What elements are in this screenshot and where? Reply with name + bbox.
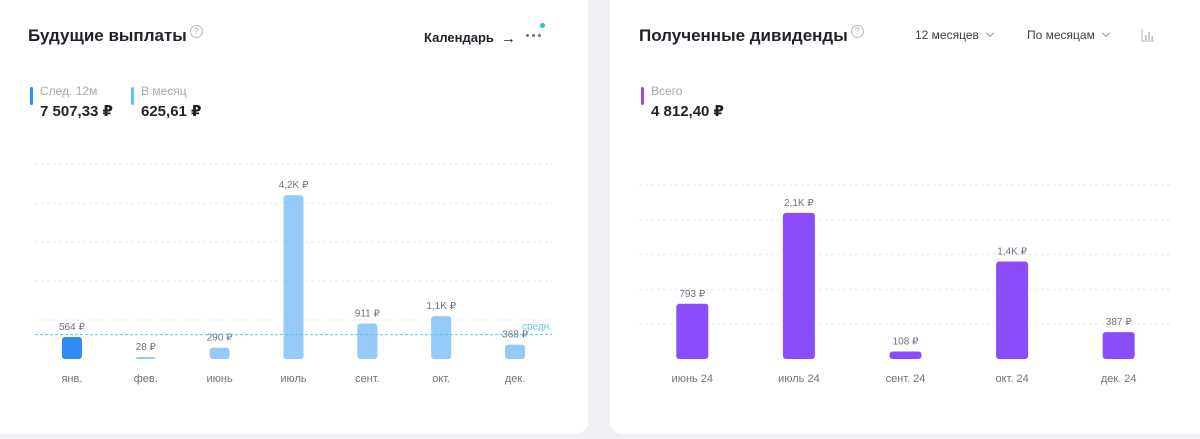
- chart-bar[interactable]: [889, 351, 922, 359]
- bar-value-label: 108 ₽: [893, 336, 919, 347]
- bar-value-label: 793 ₽: [679, 289, 705, 300]
- chart-bar[interactable]: [505, 344, 526, 359]
- chart-bar[interactable]: [135, 357, 156, 359]
- stat-value: 625,61 ₽: [141, 103, 202, 120]
- stat-value: 7 507,33 ₽: [40, 103, 113, 120]
- period-dropdown[interactable]: 12 месяцев: [915, 28, 995, 42]
- bar-value-label: 564 ₽: [59, 322, 85, 333]
- x-tick-label: фев.: [134, 373, 158, 385]
- chart-bar[interactable]: [209, 347, 230, 359]
- chart-bar[interactable]: [61, 337, 82, 359]
- stat-color-mark: [131, 87, 134, 105]
- calendar-link[interactable]: Календарь →: [424, 29, 516, 47]
- question-circle-icon[interactable]: ?: [189, 25, 203, 38]
- arrow-right-icon: →: [500, 30, 516, 47]
- notification-dot: [540, 23, 545, 28]
- stat-label: В месяц: [141, 84, 187, 98]
- more-options-icon[interactable]: [523, 25, 545, 43]
- stat-label: Всего: [651, 84, 683, 98]
- stat-color-mark: [30, 87, 33, 105]
- future-payments-title: Будущие выплаты?: [28, 25, 203, 46]
- chart-bar[interactable]: [676, 303, 709, 359]
- stat-value: 4 812,40 ₽: [651, 103, 724, 120]
- chart-bar[interactable]: [1102, 332, 1135, 359]
- x-tick-label: июль 24: [778, 373, 820, 385]
- received-dividends-title: Полученные дивиденды?: [639, 25, 864, 46]
- bar-value-label: 1,1K ₽: [426, 301, 456, 312]
- calendar-label: Календарь: [424, 30, 494, 45]
- stat-color-mark: [641, 87, 644, 105]
- card-title-text: Полученные дивиденды: [639, 26, 848, 45]
- x-tick-label: июнь 24: [672, 373, 714, 385]
- chart-bar[interactable]: [996, 261, 1029, 359]
- received-dividends-chart: 793 ₽ июнь 24 2,1K ₽ июль 24 108 ₽ сент. 24 1,…: [639, 184, 1172, 385]
- period-dropdown-value: 12 месяцев: [915, 28, 979, 42]
- chart-bar[interactable]: [782, 212, 815, 359]
- grouping-dropdown[interactable]: По месяцам: [1027, 28, 1111, 42]
- stat-label: След. 12м: [40, 84, 98, 98]
- chart-bar[interactable]: [283, 195, 304, 359]
- received-dividends-card: Полученные дивиденды? 12 месяцев По меся…: [610, 0, 1200, 434]
- average-label: средн.: [522, 322, 552, 333]
- bar-value-label: 4,2K ₽: [279, 180, 309, 191]
- x-tick-label: июнь: [207, 373, 233, 385]
- bar-value-label: 911 ₽: [355, 308, 381, 319]
- bar-value-label: 28 ₽: [136, 342, 157, 353]
- x-tick-label: окт.: [432, 373, 450, 385]
- x-tick-label: окт. 24: [995, 373, 1028, 385]
- bar-value-label: 368 ₽: [502, 330, 528, 341]
- question-circle-icon[interactable]: ?: [850, 25, 864, 38]
- x-tick-label: янв.: [61, 373, 82, 385]
- bar-value-label: 2,1K ₽: [784, 198, 814, 209]
- x-tick-label: дек.: [505, 373, 525, 385]
- chart-bar[interactable]: [431, 316, 452, 359]
- bar-chart-icon[interactable]: [1141, 28, 1155, 42]
- grouping-dropdown-value: По месяцам: [1027, 28, 1095, 42]
- future-payments-chart: 564 ₽ янв. 28 ₽ фев. 290 ₽ июнь 4,2K ₽ июль 911 …: [35, 163, 552, 385]
- bar-value-label: 1,4K ₽: [997, 247, 1027, 258]
- x-tick-label: сент.: [355, 373, 380, 385]
- card-title-text: Будущие выплаты: [28, 26, 187, 45]
- bar-value-label: 290 ₽: [207, 333, 233, 344]
- bar-value-label: 387 ₽: [1106, 317, 1132, 328]
- chart-bar[interactable]: [357, 323, 378, 359]
- x-tick-label: дек. 24: [1101, 373, 1137, 385]
- x-tick-label: сент. 24: [886, 373, 926, 385]
- x-tick-label: июль: [280, 373, 307, 385]
- future-payments-card: Будущие выплаты? Календарь → След. 12м 7 …: [0, 0, 588, 434]
